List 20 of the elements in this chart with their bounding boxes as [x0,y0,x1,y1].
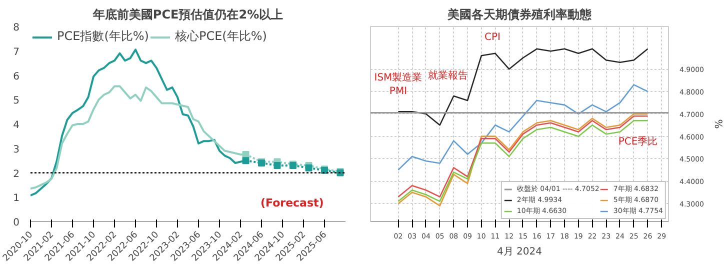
legend-label: 核心PCE(年比%) [174,28,267,45]
chart-title: 美國各天期債券殖利率動態 [446,8,592,22]
annotation: CPI [484,32,500,44]
y-tick-label: 4 [13,120,20,131]
y-axis-title: % [712,119,723,129]
annotation: (Forecast) [260,196,324,210]
chart-title: 年底前美國PCE預估值仍在2%以上 [92,8,284,22]
annotation: ISM製造業 PMI [374,72,422,97]
y-tick-label: 8 [13,22,20,34]
annotation: PCE季比 [618,135,658,148]
x-axis-title: 4月 2024 [497,246,542,258]
legend-label: PCE指數(年比%) [57,28,149,45]
y-tick-label: 3 [13,144,20,156]
y-tick-label: 5 [13,96,20,107]
y-tick-label: 7 [13,46,20,58]
y-tick-label: 2 [13,168,20,180]
annotation: 就業報告 [428,69,468,82]
y-tick-label: 1 [13,193,20,204]
y-tick-label: 0 [13,218,20,228]
y-tick-label: 6 [13,71,20,82]
